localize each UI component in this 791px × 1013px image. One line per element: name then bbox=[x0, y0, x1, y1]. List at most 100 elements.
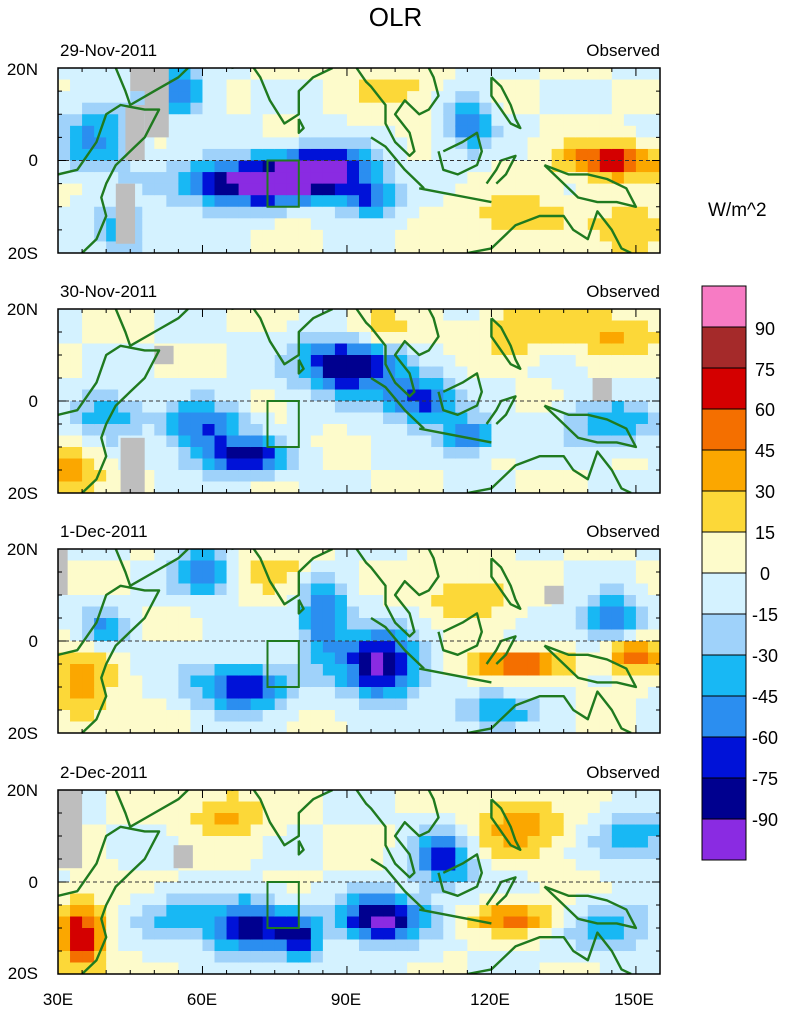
colorbar-label: -75 bbox=[751, 769, 778, 789]
olr-cell bbox=[635, 790, 649, 802]
olr-cell bbox=[479, 939, 492, 952]
olr-cell bbox=[154, 606, 167, 619]
olr-cell bbox=[94, 309, 107, 321]
olr-cell bbox=[166, 836, 179, 848]
olr-cell bbox=[467, 583, 480, 596]
olr-cell bbox=[611, 549, 625, 561]
olr-cell bbox=[551, 847, 565, 860]
olr-cell bbox=[106, 790, 119, 802]
olr-cell bbox=[178, 470, 191, 482]
olr-cell bbox=[395, 606, 408, 619]
olr-cell bbox=[334, 137, 348, 150]
olr-cell bbox=[611, 320, 625, 333]
olr-cell bbox=[118, 675, 131, 688]
olr-cell bbox=[491, 893, 504, 906]
olr-cell bbox=[431, 148, 444, 161]
olr-cell bbox=[82, 206, 95, 219]
olr-cell bbox=[467, 905, 480, 917]
olr-cell bbox=[214, 424, 228, 436]
olr-cell bbox=[383, 641, 396, 653]
olr-cell bbox=[154, 664, 167, 676]
olr-cell bbox=[371, 687, 384, 699]
olr-cell bbox=[70, 137, 83, 150]
olr-cell bbox=[359, 951, 372, 963]
olr-cell bbox=[455, 366, 468, 379]
olr-cell bbox=[419, 675, 432, 688]
olr-cell bbox=[190, 836, 203, 848]
olr-cell bbox=[334, 962, 348, 974]
olr-cell bbox=[407, 91, 420, 104]
olr-cell bbox=[238, 687, 252, 699]
olr-cell bbox=[551, 710, 565, 722]
olr-cell bbox=[491, 905, 504, 917]
olr-cell bbox=[58, 102, 71, 115]
olr-cell bbox=[503, 721, 517, 733]
olr-cell bbox=[238, 470, 252, 482]
olr-cell bbox=[118, 389, 131, 402]
olr-cell bbox=[647, 813, 660, 825]
olr-cell bbox=[503, 549, 517, 561]
olr-cell bbox=[419, 355, 432, 367]
olr-cell bbox=[166, 241, 179, 253]
olr-cell bbox=[178, 790, 191, 802]
olr-cell bbox=[226, 698, 240, 711]
olr-cell bbox=[635, 137, 649, 150]
olr-cell bbox=[479, 481, 492, 493]
olr-cell bbox=[407, 160, 420, 173]
olr-cell bbox=[611, 481, 625, 493]
olr-cell bbox=[202, 893, 216, 906]
olr-cell bbox=[238, 928, 252, 940]
olr-cell bbox=[467, 801, 480, 814]
olr-cell bbox=[467, 687, 480, 699]
map-panel-4 bbox=[57, 789, 661, 975]
olr-cell bbox=[635, 424, 649, 436]
olr-cell bbox=[190, 859, 203, 871]
olr-cell bbox=[250, 905, 264, 917]
olr-cell bbox=[214, 343, 228, 356]
olr-cell bbox=[647, 355, 660, 367]
olr-cell bbox=[599, 183, 613, 196]
olr-cell bbox=[274, 470, 288, 482]
olr-cell bbox=[611, 687, 625, 699]
olr-cell bbox=[623, 664, 637, 676]
olr-cell bbox=[82, 447, 95, 459]
olr-cell bbox=[623, 447, 637, 459]
olr-cell bbox=[587, 366, 601, 379]
olr-cell bbox=[226, 618, 240, 630]
olr-cell bbox=[419, 160, 432, 173]
olr-cell bbox=[334, 481, 348, 493]
olr-cell bbox=[190, 160, 203, 173]
olr-cell bbox=[515, 366, 529, 379]
olr-cell bbox=[250, 824, 264, 837]
olr-cell bbox=[118, 836, 131, 848]
olr-cell bbox=[563, 68, 577, 81]
olr-cell bbox=[527, 183, 541, 196]
olr-cell bbox=[238, 572, 252, 584]
olr-cell bbox=[431, 652, 444, 665]
olr-cell bbox=[190, 962, 203, 974]
olr-cell bbox=[286, 916, 300, 929]
olr-cell bbox=[383, 710, 396, 722]
olr-cell bbox=[250, 595, 264, 607]
olr-cell bbox=[407, 470, 420, 482]
olr-cell bbox=[334, 939, 348, 952]
olr-cell bbox=[310, 629, 324, 642]
olr-cell bbox=[274, 79, 288, 92]
olr-cell bbox=[443, 343, 456, 356]
olr-cell bbox=[286, 629, 300, 642]
olr-cell bbox=[238, 583, 252, 596]
olr-cell bbox=[383, 332, 396, 344]
olr-cell bbox=[214, 962, 228, 974]
olr-cell bbox=[238, 641, 252, 653]
olr-cell bbox=[491, 447, 504, 459]
olr-cell bbox=[371, 549, 384, 561]
olr-cell bbox=[286, 389, 300, 402]
olr-cell bbox=[575, 68, 589, 81]
olr-cell bbox=[94, 160, 107, 173]
olr-cell bbox=[262, 870, 276, 883]
olr-cell bbox=[70, 206, 83, 219]
olr-cell bbox=[202, 698, 216, 711]
colorbar-swatch bbox=[701, 695, 747, 738]
olr-cell bbox=[455, 148, 468, 161]
olr-cell bbox=[70, 583, 83, 596]
